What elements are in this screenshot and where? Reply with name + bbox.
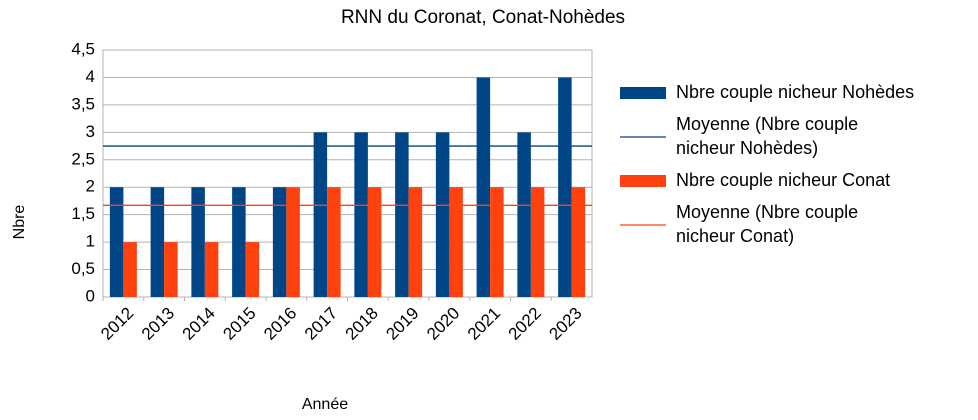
y-tick-label: 4 [86, 67, 95, 86]
bar [517, 132, 531, 297]
x-tick-label: 2012 [97, 304, 137, 344]
y-tick-label: 3 [86, 122, 95, 141]
legend-label: Moyenne (Nbre couple nicheur Nohèdes) [676, 114, 858, 158]
bar [109, 187, 124, 297]
x-tick-label: 2020 [423, 304, 463, 344]
x-tick-label: 2014 [179, 304, 219, 344]
bar [354, 132, 368, 297]
legend-swatch [620, 175, 666, 187]
bar [232, 187, 246, 297]
x-tick-label: 2015 [219, 304, 259, 344]
legend-label: Nbre couple nicheur Nohèdes [676, 82, 914, 102]
bar [150, 187, 165, 297]
bar [395, 132, 409, 297]
legend-swatch [620, 87, 666, 99]
legend-label: Moyenne (Nbre couple nicheur Conat) [676, 202, 858, 246]
bar [123, 242, 137, 297]
bar [313, 132, 328, 297]
x-tick-label: 2022 [505, 304, 545, 344]
x-tick-label: 2019 [382, 304, 422, 344]
bar [449, 187, 463, 297]
bar [530, 187, 545, 297]
bar [327, 187, 341, 297]
bar [571, 187, 586, 297]
x-tick-label: 2021 [464, 304, 504, 344]
bar [191, 187, 205, 297]
y-tick-label: 1,5 [71, 204, 95, 223]
bar [164, 242, 178, 297]
y-tick-label: 0,5 [71, 259, 95, 278]
x-tick-label: 2013 [138, 304, 178, 344]
bar [204, 242, 219, 297]
bar [245, 242, 260, 297]
y-axis-label: Nbre [11, 205, 28, 240]
x-tick-label: 2016 [260, 304, 300, 344]
bar [286, 187, 300, 297]
y-tick-label: 2,5 [71, 149, 95, 168]
bar [490, 187, 504, 297]
y-tick-label: 4,5 [71, 39, 95, 58]
y-tick-label: 0 [86, 286, 95, 305]
chart-title: RNN du Coronat, Conat-Nohèdes [341, 7, 625, 28]
x-tick-label: 2017 [301, 304, 341, 344]
x-axis-label: Année [302, 396, 348, 413]
bar [435, 132, 450, 297]
bar [367, 187, 382, 297]
bar [558, 77, 572, 297]
y-tick-label: 3,5 [71, 94, 95, 113]
legend-label: Nbre couple nicheur Conat [676, 170, 890, 190]
x-tick-label: 2018 [342, 304, 382, 344]
bar [272, 187, 287, 297]
y-tick-label: 1 [86, 232, 95, 251]
bar [408, 187, 423, 297]
bar [476, 77, 491, 297]
x-tick-label: 2023 [545, 304, 585, 344]
y-tick-label: 2 [86, 177, 95, 196]
